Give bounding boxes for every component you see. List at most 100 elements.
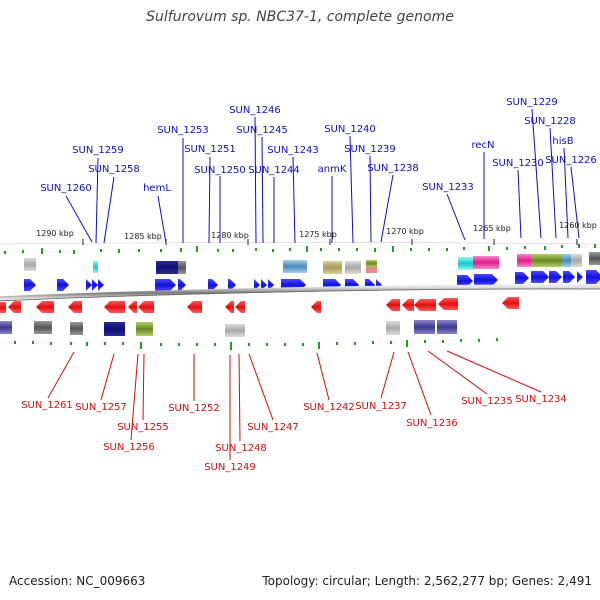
label-leader <box>517 169 522 239</box>
gene-arrow-reverse[interactable] <box>36 301 54 313</box>
gene-label[interactable]: SUN_1260 <box>40 183 92 194</box>
gene-label[interactable]: SUN_1245 <box>236 125 288 136</box>
label-leader <box>100 353 115 401</box>
gene-arrow-forward[interactable] <box>178 279 186 291</box>
gene-label[interactable]: recN <box>471 140 494 151</box>
gene-label[interactable]: SUN_1259 <box>72 145 124 156</box>
gene-label[interactable]: hisB <box>552 136 573 147</box>
gene-label[interactable]: SUN_1256 <box>103 442 155 453</box>
gene-label[interactable]: SUN_1236 <box>406 418 458 429</box>
cog-box <box>156 261 178 274</box>
gene-label[interactable]: SUN_1237 <box>355 401 407 412</box>
gene-arrow-forward[interactable] <box>531 271 549 283</box>
gene-label[interactable]: SUN_1247 <box>247 422 299 433</box>
gene-arrow-reverse[interactable] <box>386 299 400 311</box>
gene-label[interactable]: SUN_1229 <box>506 97 558 108</box>
cog-box <box>136 322 153 336</box>
cog-box <box>531 254 549 267</box>
reverse-cog-boxes <box>0 320 457 337</box>
label-leader <box>570 166 580 239</box>
gene-arrow-forward[interactable] <box>563 271 575 283</box>
cog-box <box>549 254 562 267</box>
gene-label[interactable]: SUN_1243 <box>267 145 319 156</box>
gene-label[interactable]: SUN_1233 <box>422 182 474 193</box>
genome-backbone-edge <box>0 288 600 302</box>
gene-label[interactable]: hemL <box>143 183 171 194</box>
gene-arrow-reverse[interactable] <box>187 301 202 313</box>
gene-arrow-forward[interactable] <box>228 279 236 291</box>
gene-arrow-forward[interactable] <box>577 271 583 283</box>
gene-arrow-reverse[interactable] <box>8 301 21 313</box>
gene-label[interactable]: SUN_1249 <box>204 462 256 473</box>
reverse-strand-genes[interactable] <box>0 297 519 313</box>
gene-arrow-reverse[interactable] <box>414 299 436 311</box>
genome-backbone <box>0 284 600 302</box>
gene-arrow-reverse[interactable] <box>128 301 137 313</box>
scale-label: 1290 kbp <box>36 229 74 238</box>
label-leader <box>65 195 93 243</box>
gene-label[interactable]: SUN_1228 <box>524 116 576 127</box>
cog-box <box>473 256 499 269</box>
gene-arrow-forward[interactable] <box>208 279 218 291</box>
gene-arrow-reverse[interactable] <box>502 297 519 309</box>
gene-arrow-forward[interactable] <box>92 279 98 291</box>
gene-arrow-forward[interactable] <box>457 275 473 287</box>
gene-label[interactable]: SUN_1238 <box>367 163 419 174</box>
gene-label[interactable]: anmK <box>318 164 347 175</box>
gene-arrow-reverse[interactable] <box>438 298 458 310</box>
gene-arrow-forward[interactable] <box>57 279 69 291</box>
gene-arrow-reverse[interactable] <box>225 301 234 313</box>
gene-label[interactable]: SUN_1235 <box>461 396 513 407</box>
gene-label[interactable]: SUN_1248 <box>215 443 267 454</box>
gene-label[interactable]: SUN_1253 <box>157 125 209 136</box>
gene-label[interactable]: SUN_1257 <box>75 402 127 413</box>
gc-marks-lower <box>14 338 498 350</box>
gene-label[interactable]: SUN_1242 <box>303 402 355 413</box>
cog-box <box>589 252 600 265</box>
cog-box <box>517 254 531 267</box>
gene-arrow-forward[interactable] <box>549 271 562 283</box>
gene-label[interactable]: SUN_1226 <box>545 155 597 166</box>
gene-label[interactable]: SUN_1230 <box>492 158 544 169</box>
gene-label[interactable]: SUN_1261 <box>21 400 73 411</box>
cog-box <box>414 320 435 334</box>
scale-label: 1275 kbp <box>299 230 337 239</box>
gene-label[interactable]: SUN_1239 <box>344 144 396 155</box>
gene-label[interactable]: SUN_1234 <box>515 394 567 405</box>
gene-label[interactable]: SUN_1258 <box>88 164 140 175</box>
gene-arrow-reverse[interactable] <box>402 299 414 311</box>
gene-arrow-forward[interactable] <box>474 274 498 286</box>
top-gene-labels <box>65 108 580 244</box>
gene-arrow-reverse[interactable] <box>235 301 245 313</box>
gene-arrow-forward[interactable] <box>155 279 176 291</box>
gene-arrow-forward[interactable] <box>586 270 600 284</box>
gene-arrow-reverse[interactable] <box>68 301 82 313</box>
scale-axis: 1290 kbp 1285 kbp 1280 kbp 1275 kbp 1270… <box>0 221 600 245</box>
gene-arrow-forward[interactable] <box>86 279 92 291</box>
scale-label: 1280 kbp <box>211 231 249 240</box>
cog-box <box>437 320 457 334</box>
gene-arrow-forward[interactable] <box>98 279 104 291</box>
cog-box <box>386 321 400 335</box>
gene-label[interactable]: SUN_1255 <box>117 422 169 433</box>
gene-label[interactable]: SUN_1244 <box>248 165 300 176</box>
cog-box <box>0 321 12 334</box>
label-leader <box>157 195 167 244</box>
gene-arrow-reverse[interactable] <box>311 301 321 313</box>
gene-arrow-forward[interactable] <box>24 279 36 291</box>
gene-label[interactable]: SUN_1251 <box>184 144 236 155</box>
gene-label[interactable]: SUN_1252 <box>168 403 220 414</box>
gene-arrow-reverse[interactable] <box>104 301 125 313</box>
label-leader <box>248 353 274 421</box>
label-leader <box>103 176 115 244</box>
gene-label[interactable]: SUN_1250 <box>194 165 246 176</box>
gene-arrow-forward[interactable] <box>515 272 529 284</box>
cog-box <box>283 260 307 273</box>
gene-label[interactable]: SUN_1246 <box>229 105 281 116</box>
gene-arrow-reverse[interactable] <box>138 301 154 313</box>
gc-marks-upper <box>4 244 596 254</box>
label-leader <box>446 350 542 393</box>
gene-arrow-reverse[interactable] <box>0 302 6 313</box>
gene-label[interactable]: SUN_1240 <box>324 124 376 135</box>
